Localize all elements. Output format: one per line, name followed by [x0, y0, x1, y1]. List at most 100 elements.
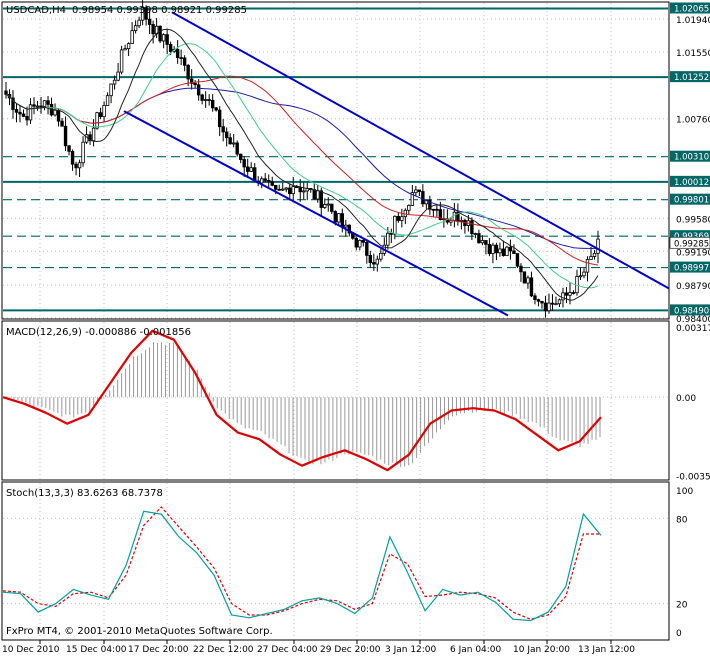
- candle-body: [312, 189, 316, 200]
- macd-layer: [2, 329, 602, 472]
- candle-body: [102, 105, 106, 118]
- price-badge-label: 0.98997: [674, 264, 709, 274]
- candle-body: [589, 256, 593, 260]
- price-axis-label: 0.98790: [676, 282, 710, 292]
- candle-body: [119, 49, 124, 73]
- price-badge: [670, 304, 710, 316]
- time-axis-label: 17 Dec 20:00: [128, 645, 189, 655]
- candle-body: [515, 253, 520, 267]
- moving-average-green: [5, 43, 599, 289]
- candle-body: [126, 43, 131, 50]
- price-axis-label: 1.01940: [676, 16, 710, 26]
- candle-body: [274, 184, 278, 190]
- candle-body: [193, 82, 197, 86]
- stoch-axis-label: 0: [676, 629, 682, 639]
- candle-body: [585, 259, 590, 273]
- candle-body: [200, 94, 204, 101]
- candle-body: [277, 188, 281, 191]
- candle-body: [323, 204, 327, 208]
- candle-body: [228, 137, 232, 145]
- channel-upper-line: [171, 11, 670, 290]
- candle-body: [375, 258, 380, 265]
- candle-body: [123, 48, 127, 51]
- candle-body: [112, 79, 117, 85]
- candle-body: [74, 163, 78, 169]
- candle-body: [214, 107, 218, 111]
- candle-body: [410, 192, 415, 206]
- price-badge-label: 0.99285: [674, 239, 709, 249]
- candle-body: [480, 240, 485, 244]
- macd-axis-label: -0.00355: [676, 473, 710, 483]
- time-axis-label: 10 Jan 20:00: [513, 645, 570, 655]
- candle-body: [151, 24, 155, 35]
- candle-body: [53, 109, 57, 116]
- candle-body: [238, 153, 243, 160]
- candle-body: [477, 233, 481, 244]
- candle-body: [221, 126, 225, 133]
- price-badge-label: 1.00310: [674, 153, 709, 163]
- time-axis-label: 29 Dec 20:00: [320, 645, 381, 655]
- channel-lower-line: [123, 110, 509, 317]
- candle-body: [32, 104, 36, 107]
- candle-body: [253, 167, 257, 182]
- candle-body: [291, 186, 295, 195]
- price-badge: [670, 2, 710, 14]
- candle-body: [109, 83, 113, 97]
- candle-body: [63, 125, 68, 147]
- candle-body: [428, 199, 432, 210]
- price-badge-label: 1.01252: [674, 73, 709, 83]
- candle-body: [337, 213, 341, 223]
- candle-body: [358, 239, 362, 248]
- candle-body: [438, 209, 443, 220]
- candle-body: [536, 299, 541, 302]
- price-badge-label: 0.99801: [674, 196, 709, 206]
- candle-body: [263, 178, 267, 181]
- stoch-main-line: [2, 510, 602, 622]
- candle-body: [270, 181, 274, 186]
- candle-body: [224, 131, 229, 139]
- candle-body: [137, 19, 141, 27]
- candle-body: [35, 105, 40, 108]
- candle-body: [147, 18, 152, 25]
- candle-body: [67, 145, 71, 152]
- candle-body: [210, 99, 215, 109]
- copyright-label: FxPro MT4, © 2001-2010 MetaQuotes Softwa…: [6, 626, 273, 637]
- candle-body: [421, 191, 425, 205]
- price-badge-label: 1.02065: [674, 4, 709, 14]
- candle-body: [133, 25, 138, 32]
- stoch-axis-label: 20: [676, 601, 688, 611]
- candle-body: [596, 238, 600, 254]
- price-badge: [669, 236, 710, 249]
- candle-body: [547, 302, 551, 312]
- price-badge: [670, 261, 710, 273]
- stoch-axis-label: 100: [676, 487, 693, 497]
- candle-body: [386, 232, 390, 246]
- candle-body: [571, 292, 576, 294]
- time-axis-label: 27 Dec 04:00: [257, 645, 318, 655]
- candle-body: [165, 34, 169, 45]
- candle-body: [592, 252, 597, 257]
- candle-body: [231, 142, 236, 145]
- price-badge-label: 0.98490: [674, 306, 709, 316]
- candle-body: [182, 57, 187, 66]
- candle-body: [95, 112, 99, 129]
- candle-body: [487, 244, 492, 254]
- candle-body: [393, 215, 397, 235]
- candle-body: [501, 248, 506, 257]
- price-badge: [670, 230, 710, 242]
- candle-body: [11, 97, 15, 110]
- candle-body: [561, 292, 565, 301]
- candle-body: [77, 162, 82, 169]
- candle-body: [484, 240, 488, 245]
- price-axis-label: 0.99190: [676, 248, 710, 258]
- candle-body: [372, 262, 376, 265]
- candle-body: [564, 292, 569, 296]
- candle-body: [260, 178, 264, 184]
- candle-body: [512, 250, 516, 254]
- main-price-layer: [3, 0, 670, 318]
- candle-body: [550, 302, 555, 305]
- price-axis-label: 0.99580: [676, 215, 710, 225]
- candle-body: [28, 104, 33, 121]
- candle-body: [347, 224, 351, 234]
